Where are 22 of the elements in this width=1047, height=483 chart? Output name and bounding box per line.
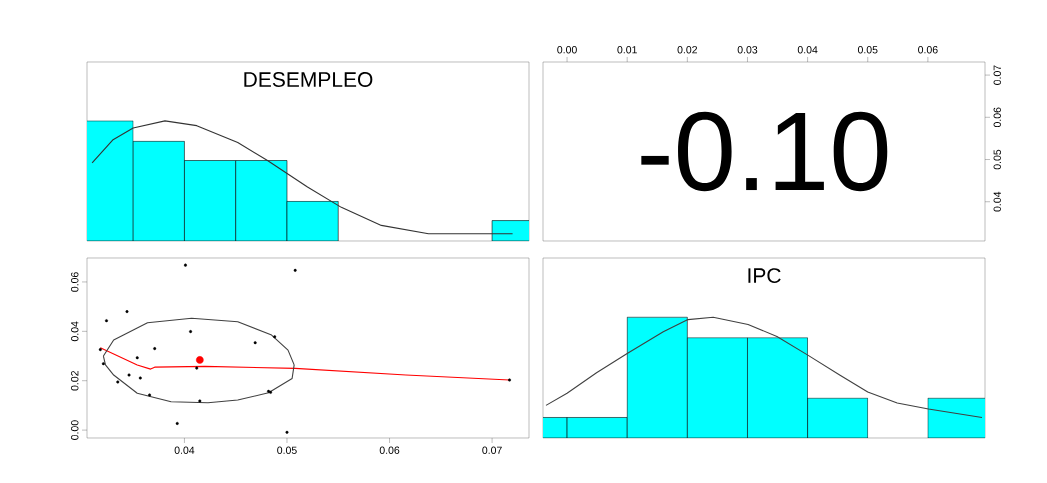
x-tick-label: 0.05 (277, 446, 297, 454)
y-tick-label: 0.05 (993, 149, 1001, 170)
chart-title: DESEMPLEO (244, 72, 373, 87)
x-tick-label: 0.02 (677, 46, 698, 54)
x-tick-label: 0.07 (482, 446, 502, 454)
x-tick-label: 0.03 (737, 46, 758, 54)
y-tick-label: 0.00 (71, 420, 79, 440)
x-tick-label: 0.00 (557, 46, 577, 54)
x-tick-label: 0.06 (379, 446, 400, 454)
annotation: -0.10 (641, 111, 888, 192)
y-tick-label: 0.06 (993, 107, 1001, 128)
y-tick-label: 0.07 (993, 65, 1001, 85)
x-tick-label: 0.05 (857, 46, 878, 54)
y-tick-label: 0.06 (71, 272, 79, 292)
x-tick-label: 0.01 (617, 46, 637, 54)
x-tick-label: 0.04 (174, 446, 195, 454)
y-tick-label: 0.04 (71, 321, 79, 342)
chart-title: IPC (748, 268, 781, 283)
y-tick-label: 0.02 (71, 371, 79, 391)
x-tick-label: 0.04 (797, 46, 818, 54)
y-tick-label: 0.04 (993, 191, 1001, 212)
x-tick-label: 0.06 (918, 46, 938, 54)
